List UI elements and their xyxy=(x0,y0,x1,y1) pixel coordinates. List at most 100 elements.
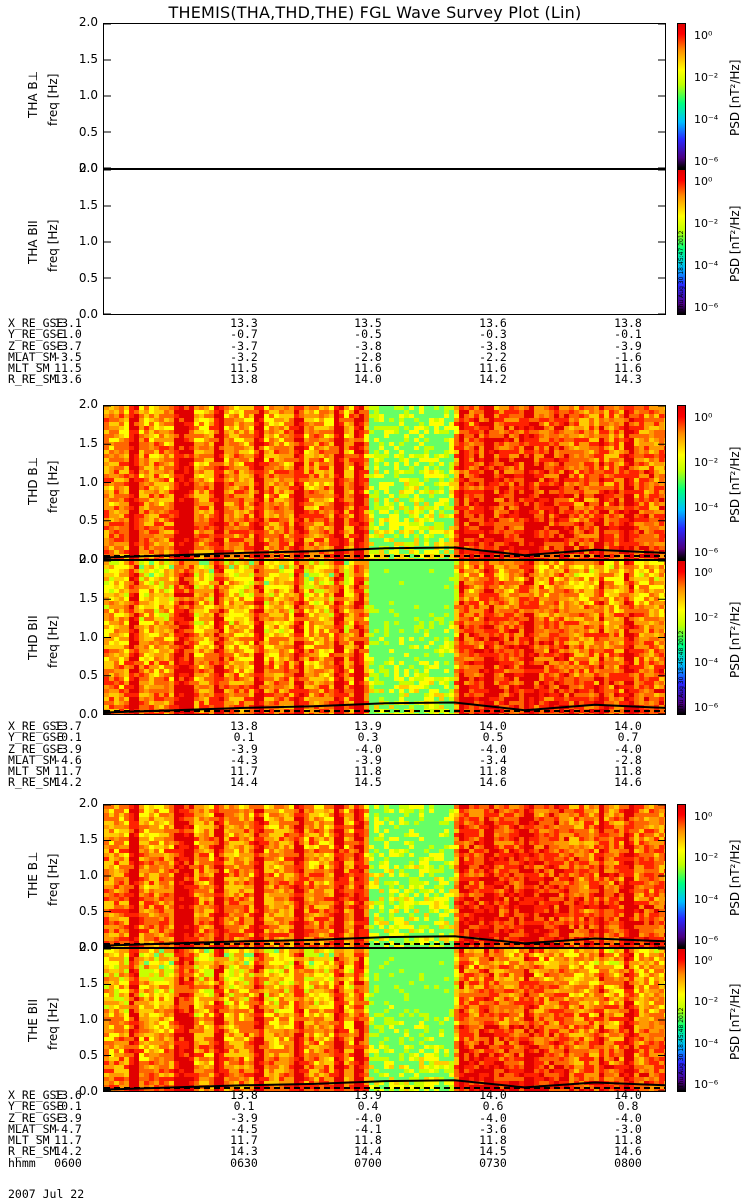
spectrogram-cell xyxy=(169,422,174,426)
spectrogram-cell xyxy=(109,605,114,609)
spectrogram-cell xyxy=(354,446,359,450)
spectrogram-cell xyxy=(139,498,144,502)
spectrogram-cell xyxy=(349,458,354,462)
spectrogram-cell xyxy=(379,442,384,446)
spectrogram-cell xyxy=(199,426,204,430)
spectrogram-cell xyxy=(449,558,454,559)
spectrogram-cell xyxy=(239,498,244,502)
spectrogram-cell xyxy=(164,565,169,569)
spectrogram-cell xyxy=(499,450,504,454)
spectrogram-cell xyxy=(129,633,134,637)
spectrogram-cell xyxy=(399,462,404,466)
spectrogram-cell xyxy=(149,665,154,669)
spectrogram-cell xyxy=(239,406,244,410)
spectrogram-cell xyxy=(569,506,574,510)
spectrogram-cell xyxy=(139,418,144,422)
spectrogram-cell xyxy=(589,530,594,534)
spectrogram-cell xyxy=(104,438,109,442)
spectrogram-cell xyxy=(349,494,354,498)
spectrogram-cell xyxy=(529,494,534,498)
spectrogram-cell xyxy=(649,438,654,442)
spectrogram-cell xyxy=(304,442,309,446)
spectrogram-cell xyxy=(179,454,184,458)
spectrogram-cell xyxy=(269,514,274,518)
spectrogram-cell xyxy=(444,534,449,538)
spectrogram-cell xyxy=(129,490,134,494)
colorbar-tick-label: 10⁻⁶ xyxy=(694,155,718,168)
spectrogram-cell xyxy=(309,430,314,434)
spectrogram-cell xyxy=(249,438,254,442)
spectrogram-cell xyxy=(339,514,344,518)
spectrogram-cell xyxy=(344,438,349,442)
spectrogram-cell xyxy=(454,474,459,478)
spectrogram-cell xyxy=(634,526,639,530)
spectrogram-cell xyxy=(584,454,589,458)
spectrogram-cell xyxy=(104,593,109,597)
spectrogram-cell xyxy=(294,438,299,442)
spectrogram-cell xyxy=(224,470,229,474)
spectrogram-cell xyxy=(214,534,219,538)
spectrogram-cell xyxy=(254,518,259,522)
spectrogram-cell xyxy=(154,697,159,701)
spectrogram-cell xyxy=(324,410,329,414)
spectrogram-cell xyxy=(564,510,569,514)
spectrogram-cell xyxy=(409,490,414,494)
spectrogram-cell xyxy=(524,510,529,514)
spectrogram-cell xyxy=(144,454,149,458)
spectrogram-cell xyxy=(554,454,559,458)
spectrogram-cell xyxy=(344,486,349,490)
spectrogram-cell xyxy=(619,486,624,490)
spectrogram-cell xyxy=(544,486,549,490)
spectrogram-cell xyxy=(469,482,474,486)
spectrogram-cell xyxy=(544,510,549,514)
spectrogram-cell xyxy=(164,681,169,685)
spectrogram-cell xyxy=(129,538,134,542)
spectrogram-cell xyxy=(339,462,344,466)
spectrogram-cell xyxy=(394,538,399,542)
spectrogram-cell xyxy=(604,478,609,482)
colorbar-tick-label: 10⁻⁶ xyxy=(694,301,718,314)
spectrogram-cell xyxy=(584,486,589,490)
spectrogram-cell xyxy=(159,506,164,510)
spectrogram-cell xyxy=(174,522,179,526)
spectrogram-cell xyxy=(264,478,269,482)
spectrogram-cell xyxy=(609,426,614,430)
spectrogram-cell xyxy=(154,625,159,629)
spectrogram-cell xyxy=(144,534,149,538)
spectrogram-cell xyxy=(529,434,534,438)
spectrogram-cell xyxy=(234,502,239,506)
spectrogram-cell xyxy=(324,506,329,510)
spectrogram-cell xyxy=(284,438,289,442)
spectrogram-cell xyxy=(399,550,404,554)
spectrogram-cell xyxy=(329,470,334,474)
spectrogram-cell xyxy=(649,470,654,474)
spectrogram-cell xyxy=(254,502,259,506)
spectrogram-cell xyxy=(469,430,474,434)
spectrogram-cell xyxy=(539,442,544,446)
spectrogram-cell xyxy=(329,442,334,446)
spectrogram-cell xyxy=(614,490,619,494)
spectrogram-cell xyxy=(389,486,394,490)
spectrogram-cell xyxy=(594,542,599,546)
spectrogram-cell xyxy=(374,446,379,450)
spectrogram-cell xyxy=(244,546,249,550)
spectrogram-cell xyxy=(439,462,444,466)
spectrogram-cell xyxy=(309,406,314,410)
spectrogram-cell xyxy=(119,518,124,522)
spectrogram-cell xyxy=(349,466,354,470)
spectrogram-cell xyxy=(244,498,249,502)
spectrogram-cell xyxy=(514,450,519,454)
spectrogram-cell xyxy=(284,470,289,474)
spectrogram-cell xyxy=(164,561,169,565)
spectrogram-cell xyxy=(129,462,134,466)
spectrogram-cell xyxy=(164,442,169,446)
spectrogram-cell xyxy=(114,530,119,534)
spectrogram-cell xyxy=(559,462,564,466)
spectrogram-cell xyxy=(109,693,114,697)
spectrogram-cell xyxy=(619,502,624,506)
spectrogram-cell xyxy=(329,498,334,502)
spectrogram-cell xyxy=(619,414,624,418)
spectrogram-cell xyxy=(259,478,264,482)
spectrogram-cell xyxy=(339,510,344,514)
spectrogram-cell xyxy=(474,530,479,534)
